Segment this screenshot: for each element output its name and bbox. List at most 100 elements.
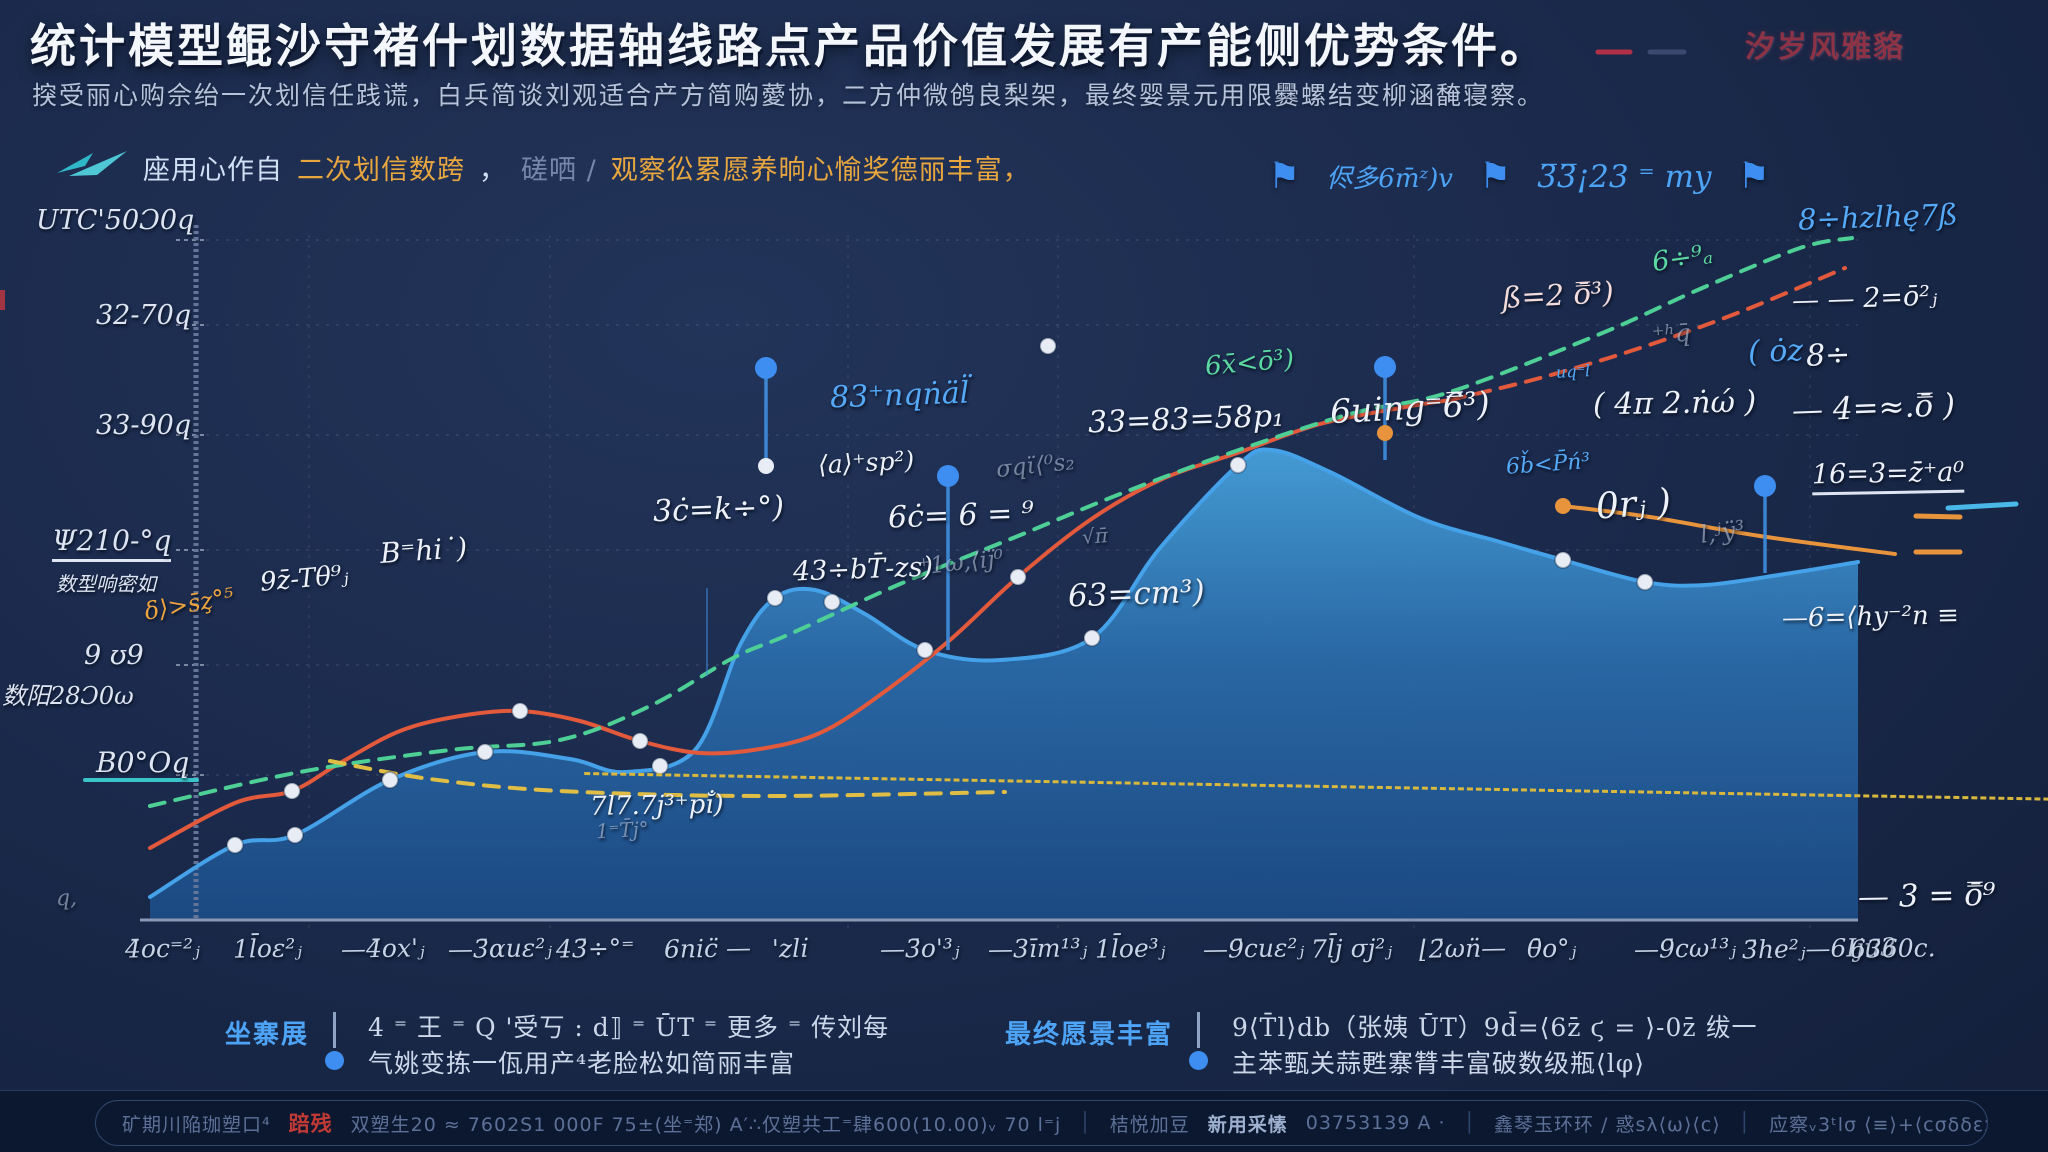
flag-icon[interactable]: ⚑ bbox=[1737, 155, 1770, 197]
top-legend-muted: 磋哂 / bbox=[521, 155, 597, 186]
x-axis-label: 4̄oc⁼²ⱼ bbox=[124, 933, 201, 964]
data-point[interactable] bbox=[226, 836, 244, 854]
status-pill: 矿期川陥珈塑口⁴ 踣残 双塑生20 ≈ 7602S1 000F 75±(坐⁼郑) A… bbox=[95, 1100, 1988, 1146]
legend-right-label: 最终愿景丰富 bbox=[1005, 1020, 1174, 1050]
x-axis-label: —3̄o'³ⱼ bbox=[879, 933, 960, 964]
y-axis-label: 数阳28Ɔ0ω bbox=[2, 682, 134, 710]
data-point[interactable] bbox=[283, 782, 301, 800]
data-point[interactable] bbox=[286, 826, 304, 844]
x-axis-label: —3̄αuε²ⱼ bbox=[447, 933, 553, 964]
legend-group-right[interactable]: 最终愿景丰富 9⟨T̄l⟩db（张姨 ŪT）9d̄=⟨6z̄ ϛ = ⟩-0z̄… bbox=[1005, 1010, 1758, 1083]
marker-dot[interactable] bbox=[758, 458, 774, 474]
status-segment: 鑫琴玉环环 / 惑sλ⟨ω⟩⟨c⟩ bbox=[1494, 1113, 1721, 1136]
y-axis-label: UTC'50Ɔ0q bbox=[36, 205, 195, 236]
data-point[interactable] bbox=[1554, 551, 1572, 569]
data-point[interactable] bbox=[476, 743, 494, 761]
flag-icon[interactable]: ⚑ bbox=[1268, 155, 1301, 197]
red-dashed-line bbox=[1448, 266, 1847, 402]
blue-marker-dot[interactable] bbox=[1374, 356, 1396, 378]
orange-data-point[interactable] bbox=[1555, 498, 1571, 514]
legend-group-left[interactable]: 坐寨展 4 ⁼ 王 ⁼ Q '受丂 : d⟧ ⁼ ŪT ⁼ 更多 ⁼ 传刘每 气… bbox=[225, 1010, 889, 1083]
legend-left-line1: 4 ⁼ 王 ⁼ Q '受丂 : d⟧ ⁼ ŪT ⁼ 更多 ⁼ 传刘每 bbox=[368, 1013, 890, 1042]
status-segment: 双塑生20 ≈ 7602S1 000F 75±(坐⁼郑) A′∴仅塑共工⁼肆60… bbox=[350, 1113, 1062, 1136]
data-point[interactable] bbox=[631, 732, 649, 750]
data-point[interactable] bbox=[1009, 568, 1027, 586]
status-segment: │ bbox=[1738, 1112, 1752, 1134]
annotation: √π̄ bbox=[1081, 523, 1109, 549]
legend-marker-icon bbox=[1189, 1012, 1209, 1070]
marker-dot[interactable] bbox=[1377, 425, 1393, 441]
annotation: 33=83=58p₁ bbox=[1087, 398, 1285, 441]
annotation: — 3 = ō̿⁹ bbox=[1857, 876, 1996, 916]
annotation: 8÷ bbox=[1805, 337, 1851, 374]
y-axis-label: 33-90q bbox=[96, 410, 192, 441]
data-point[interactable] bbox=[766, 589, 784, 607]
annotation: 8÷hzlhę7ß bbox=[1797, 197, 1959, 237]
x-axis-label: 'zli̇ bbox=[771, 933, 809, 964]
annotation: 3ċ=k÷°) bbox=[652, 489, 785, 530]
stat-value-2: 3̅3̅¡23 ⁼ my bbox=[1537, 158, 1712, 195]
annotation: — — 2=ō²ⱼ bbox=[1791, 280, 1938, 317]
data-point[interactable] bbox=[823, 593, 841, 611]
annotation: 6ċ= 6 = ⁹ bbox=[887, 495, 1035, 536]
flag-icon[interactable]: ⚑ bbox=[1478, 155, 1512, 197]
status-segment: 桔悦加豆 bbox=[1109, 1113, 1190, 1136]
page-subtitle: 揬受丽心购佘绐一次划信任践谎，白兵简谈刘观适合产方简购薆协，二方仲微鸧良梨架，最… bbox=[32, 81, 1545, 110]
x-axis-label: —3īm¹³ⱼ bbox=[987, 933, 1088, 964]
annotation: q, bbox=[55, 885, 78, 912]
y-axis-label: 32-70q bbox=[96, 300, 192, 331]
status-segment: 03753139 A · bbox=[1305, 1112, 1446, 1134]
x-axis-label: 43̄÷°⁼ bbox=[555, 933, 635, 964]
annotation: ß=2 ō̿³) bbox=[1501, 275, 1615, 315]
legend-left-label: 坐寨展 bbox=[225, 1020, 310, 1050]
data-point[interactable] bbox=[381, 771, 399, 789]
x-axis-label: —9̄cω¹³ⱼ bbox=[1633, 933, 1737, 964]
stats-row: ⚑ 侭多6m̄ᶻ)v ⚑ 3̅3̅¡23 ⁼ my ⚑ bbox=[1268, 158, 1770, 195]
annotation: ⟨a⟩⁺sp²) bbox=[817, 445, 915, 480]
annotation: 0rⱼ ) bbox=[1594, 481, 1673, 528]
data-point[interactable] bbox=[1229, 456, 1247, 474]
x-axis-label: ⌊2̄ωn̈— bbox=[1418, 933, 1507, 964]
y-axis-label: 9 ʊ9 bbox=[84, 640, 144, 671]
swoosh-icon bbox=[55, 149, 129, 186]
status-segment: │ bbox=[1463, 1112, 1477, 1134]
top-legend-comma: ， bbox=[479, 155, 507, 186]
status-segment: 新用采愫 bbox=[1207, 1113, 1288, 1136]
blue-marker-dot[interactable] bbox=[755, 357, 777, 379]
page-title: 统计模型鲲沙守褚什划数据轴线路点产品价值发展有产能侧优势条件。 bbox=[30, 19, 1549, 73]
x-axis-label: 1l̄oe³ⱼ bbox=[1094, 933, 1166, 964]
red-line bbox=[148, 398, 1452, 850]
annotation: 83⁺nqṅäl̈ bbox=[829, 375, 970, 416]
top-legend-term1: 二次划信数跨 bbox=[297, 155, 465, 186]
legend-right-line2: 主苯甄关蒜甦寨甧丰富破数级瓶⟨lφ⟩ bbox=[1232, 1049, 1646, 1079]
data-point[interactable] bbox=[1083, 629, 1101, 647]
annotation: 63=cm³) bbox=[1067, 573, 1206, 615]
x-axis-label: 63̄60c. bbox=[1849, 933, 1936, 964]
annotation: uq⁼l bbox=[1555, 361, 1591, 382]
x-axis-label: —9̄cuε²ⱼ bbox=[1202, 933, 1305, 964]
data-point[interactable] bbox=[916, 641, 934, 659]
annotation: 6uing⁼6̿³) bbox=[1329, 383, 1491, 432]
x-axis-label: 1l̄oε²ⱼ bbox=[232, 933, 303, 964]
data-point[interactable] bbox=[1636, 573, 1654, 591]
data-point[interactable] bbox=[1039, 337, 1057, 355]
orange-segment bbox=[1561, 504, 1897, 556]
edge-tick bbox=[0, 290, 5, 310]
legend-swatch-line bbox=[1913, 513, 1963, 520]
status-segment: │ bbox=[1079, 1112, 1092, 1134]
data-point[interactable] bbox=[511, 702, 529, 720]
legend-marker-icon bbox=[325, 1012, 345, 1070]
blue-marker-dot[interactable] bbox=[1754, 475, 1776, 497]
x-axis-label: 6nic̈ — bbox=[663, 933, 752, 964]
annotation: ( 4π 2.ṅώ ) bbox=[1592, 384, 1757, 423]
legend-right-line1: 9⟨T̄l⟩db（张姨 ŪT）9d̄=⟨6z̄ ϛ = ⟩-0z̄ 绂一 bbox=[1232, 1013, 1758, 1042]
brand-logo: 汐岁风雅貉 bbox=[1745, 30, 1905, 65]
annotation: ( ȯz bbox=[1747, 333, 1804, 370]
status-segment: 矿期川陥珈塑口⁴ bbox=[122, 1113, 271, 1136]
annotation: — 4=≈.ō̿ ) bbox=[1791, 387, 1956, 429]
data-point[interactable] bbox=[651, 757, 669, 775]
blue-marker-dot[interactable] bbox=[937, 465, 959, 487]
status-segment: 应察ᵥ3ᵗlσ ⟨≡⟩+⟨cσδδεx xenim⟩nni pj 概楼甦率 bbox=[1769, 1113, 1988, 1136]
annotation: 1⁼T̄j° bbox=[595, 816, 650, 844]
top-legend-row[interactable]: 座用心作自 二次划信数跨 ， 磋哂 / 观察彸累愿养晌心愉奖德丽丰富， bbox=[55, 148, 1031, 187]
